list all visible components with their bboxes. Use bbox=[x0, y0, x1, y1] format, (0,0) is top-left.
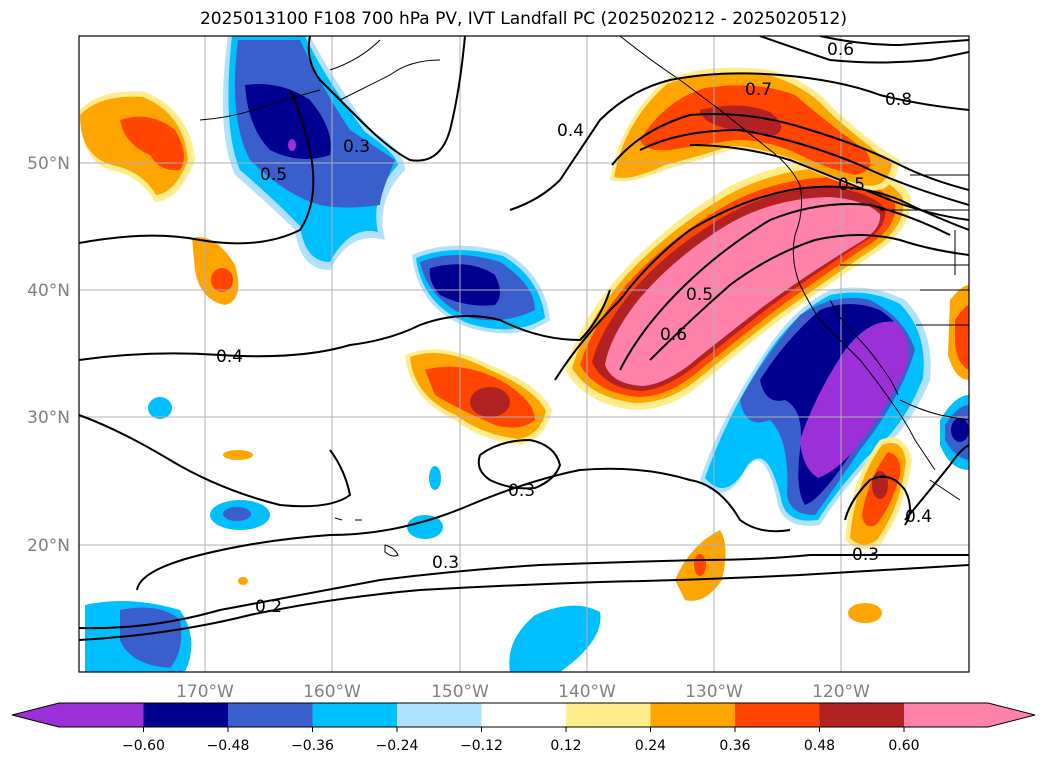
colorbar-tick-label: 0.24 bbox=[635, 738, 666, 754]
coastlines bbox=[199, 36, 969, 557]
lat-tick-label: 30°N bbox=[27, 408, 70, 428]
colorbar-segment bbox=[228, 703, 313, 727]
contour-label: 0.4 bbox=[905, 507, 932, 527]
pv-negative-north-pacific bbox=[222, 36, 405, 270]
lon-tick-label: 160°W bbox=[303, 682, 361, 702]
colorbar-tick-label: −0.24 bbox=[376, 738, 419, 754]
contour-label: 0.7 bbox=[745, 80, 772, 100]
latitude-labels: 20°N 30°N 40°N 50°N bbox=[27, 154, 70, 556]
contour-label: 0.3 bbox=[508, 481, 535, 501]
colorbar: −0.60 −0.48 −0.36 −0.24 −0.12 0.12 0.24 … bbox=[11, 702, 1036, 754]
colorbar-tick-label: 0.12 bbox=[550, 738, 581, 754]
colorbar-segment bbox=[59, 703, 144, 727]
pv-positive-ar-plume bbox=[565, 160, 911, 410]
map-plot-area: 0.2 0.3 0.3 0.3 0.3 0.4 0.4 0.4 0.5 0.5 … bbox=[79, 36, 969, 672]
colorbar-tick-label: 0.60 bbox=[888, 738, 919, 754]
contour-label: 0.3 bbox=[852, 545, 879, 565]
contour-label: 0.5 bbox=[686, 285, 713, 305]
colorbar-segment bbox=[143, 703, 228, 727]
lat-tick-label: 50°N bbox=[27, 154, 70, 174]
colorbar-tick-label: −0.48 bbox=[207, 738, 250, 754]
colorbar-segment bbox=[650, 703, 735, 727]
lon-tick-label: 150°W bbox=[431, 682, 489, 702]
pv-positive-alaska-coast bbox=[610, 67, 900, 191]
contour-label: 0.2 bbox=[255, 597, 282, 617]
colorbar-segment bbox=[397, 703, 482, 727]
lon-tick-label: 140°W bbox=[558, 682, 616, 702]
map-title: 2025013100 F108 700 hPa PV, IVT Landfall… bbox=[199, 9, 847, 29]
colorbar-segment bbox=[566, 703, 651, 727]
lon-tick-label: 130°W bbox=[685, 682, 743, 702]
contour-label: 0.3 bbox=[343, 137, 370, 157]
colorbar-segment bbox=[904, 703, 988, 727]
colorbar-tick-label: −0.60 bbox=[122, 738, 165, 754]
colorbar-segment bbox=[312, 703, 397, 727]
contour-label: 0.4 bbox=[557, 121, 584, 141]
pv-negative-coast-trough bbox=[700, 287, 931, 526]
contour-label: 0.8 bbox=[885, 90, 912, 110]
colorbar-tick-label: 0.48 bbox=[804, 738, 835, 754]
contour-label: 0.6 bbox=[660, 325, 687, 345]
colorbar-segment bbox=[735, 703, 820, 727]
colorbar-tick-label: −0.36 bbox=[291, 738, 334, 754]
map-frame bbox=[78, 35, 970, 673]
ivt-contours bbox=[79, 36, 969, 641]
contour-label: 0.6 bbox=[827, 40, 854, 60]
colorbar-tick-label: −0.12 bbox=[460, 738, 503, 754]
lat-tick-label: 20°N bbox=[27, 536, 70, 556]
colorbar-segment bbox=[481, 703, 566, 727]
contour-labels: 0.2 0.3 0.3 0.3 0.3 0.4 0.4 0.4 0.5 0.5 … bbox=[216, 40, 932, 617]
contour-label: 0.4 bbox=[216, 347, 243, 367]
contour-label: 0.5 bbox=[838, 175, 865, 195]
lon-tick-label: 170°W bbox=[176, 682, 234, 702]
contour-label: 0.5 bbox=[260, 165, 287, 185]
colorbar-max-extension bbox=[988, 703, 1035, 727]
contour-label: 0.3 bbox=[432, 553, 459, 573]
lat-tick-label: 40°N bbox=[27, 281, 70, 301]
lon-tick-label: 120°W bbox=[812, 682, 870, 702]
pv-negative-small-blobs bbox=[85, 395, 969, 672]
colorbar-segment bbox=[819, 703, 904, 727]
longitude-labels: 170°W 160°W 150°W 140°W 130°W 120°W bbox=[176, 682, 870, 702]
colorbar-tick-label: 0.36 bbox=[719, 738, 750, 754]
colorbar-min-extension bbox=[12, 703, 59, 727]
